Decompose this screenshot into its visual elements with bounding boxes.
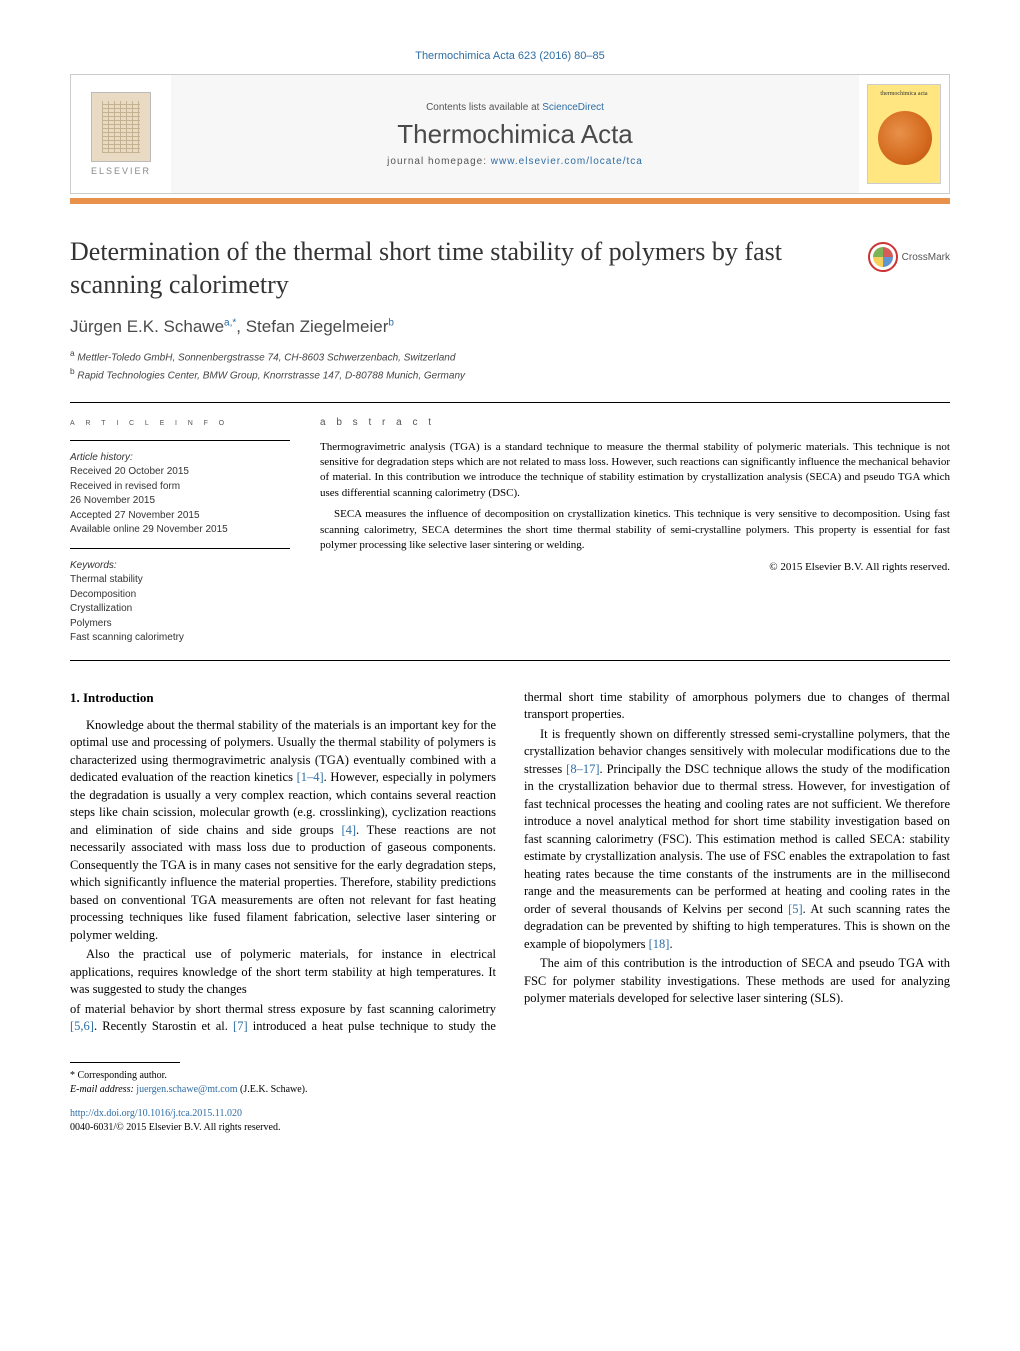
crossmark-badge[interactable]: CrossMark xyxy=(868,242,950,272)
history-revised-2: 26 November 2015 xyxy=(70,494,290,509)
history-online: Available online 29 November 2015 xyxy=(70,523,290,538)
keyword-4: Polymers xyxy=(70,617,290,632)
issn-copyright: 0040-6031/© 2015 Elsevier B.V. All right… xyxy=(70,1121,950,1135)
body-p2: Also the practical use of polymeric mate… xyxy=(70,946,496,999)
keyword-1: Thermal stability xyxy=(70,573,290,588)
info-sep-1 xyxy=(70,440,290,441)
homepage-prefix: journal homepage: xyxy=(387,156,491,167)
ref-18[interactable]: [18] xyxy=(649,937,670,951)
footnote-separator xyxy=(70,1062,180,1063)
keyword-2: Decomposition xyxy=(70,588,290,603)
affiliations: a Mettler-Toledo GmbH, Sonnenbergstrasse… xyxy=(70,347,950,384)
ref-1-4[interactable]: [1–4] xyxy=(297,770,324,784)
author-1: Jürgen E.K. Schawe xyxy=(70,317,224,336)
author-email-link[interactable]: juergen.schawe@mt.com xyxy=(136,1084,237,1095)
email-suffix: (J.E.K. Schawe). xyxy=(238,1084,308,1095)
journal-cover: thermochimica acta xyxy=(859,75,949,193)
journal-reference: Thermochimica Acta 623 (2016) 80–85 xyxy=(70,50,950,62)
authors-line: Jürgen E.K. Schawea,*, Stefan Ziegelmeie… xyxy=(70,317,950,337)
doi-link[interactable]: http://dx.doi.org/10.1016/j.tca.2015.11.… xyxy=(70,1108,242,1119)
bottom-rule xyxy=(70,660,950,661)
body-p4b: . Principally the DSC technique allows t… xyxy=(524,762,950,916)
homepage-link[interactable]: www.elsevier.com/locate/tca xyxy=(491,156,643,167)
homepage-line: journal homepage: www.elsevier.com/locat… xyxy=(171,156,859,167)
cover-thumb-icon: thermochimica acta xyxy=(867,84,941,184)
ref-4[interactable]: [4] xyxy=(341,823,356,837)
corresponding-author: * Corresponding author. xyxy=(70,1069,950,1083)
body-p1: Knowledge about the thermal stability of… xyxy=(70,717,496,945)
author-2: Stefan Ziegelmeier xyxy=(246,317,389,336)
article-info-column: a r t i c l e i n f o Article history: R… xyxy=(70,403,290,646)
author-sep: , xyxy=(236,317,245,336)
affiliation-b: b Rapid Technologies Center, BMW Group, … xyxy=(70,365,950,383)
body-p4d: . xyxy=(669,937,672,951)
crossmark-label: CrossMark xyxy=(902,252,950,263)
info-sep-2 xyxy=(70,548,290,549)
accent-bar xyxy=(70,198,950,204)
affiliation-a: a Mettler-Toledo GmbH, Sonnenbergstrasse… xyxy=(70,347,950,365)
publisher-name: ELSEVIER xyxy=(91,166,151,176)
email-line: E-mail address: juergen.schawe@mt.com (J… xyxy=(70,1083,950,1097)
cover-label: thermochimica acta xyxy=(868,91,940,97)
keyword-5: Fast scanning calorimetry xyxy=(70,631,290,646)
body-p1c: . These reactions are not necessarily as… xyxy=(70,823,496,942)
body-p4: It is frequently shown on differently st… xyxy=(524,726,950,954)
keywords-label: Keywords: xyxy=(70,559,290,574)
sciencedirect-link[interactable]: ScienceDirect xyxy=(542,102,604,113)
ref-8-17[interactable]: [8–17] xyxy=(566,762,599,776)
header-center: Contents lists available at ScienceDirec… xyxy=(171,75,859,193)
crossmark-icon xyxy=(868,242,898,272)
body-p5: The aim of this contribution is the intr… xyxy=(524,955,950,1008)
abstract-column: a b s t r a c t Thermogravimetric analys… xyxy=(320,403,950,646)
ref-5[interactable]: [5] xyxy=(788,902,803,916)
article-history: Article history: Received 20 October 201… xyxy=(70,451,290,538)
journal-header: ELSEVIER Contents lists available at Sci… xyxy=(70,74,950,194)
contents-prefix: Contents lists available at xyxy=(426,102,542,113)
abstract-p1: Thermogravimetric analysis (TGA) is a st… xyxy=(320,440,950,502)
body-p3a: of material behavior by short thermal st… xyxy=(70,1002,496,1016)
body-text: 1. Introduction Knowledge about the ther… xyxy=(70,689,950,1036)
history-revised-1: Received in revised form xyxy=(70,480,290,495)
footnotes: * Corresponding author. E-mail address: … xyxy=(70,1069,950,1097)
article-info-heading: a r t i c l e i n f o xyxy=(70,417,290,428)
contents-lists-line: Contents lists available at ScienceDirec… xyxy=(171,102,859,113)
doi-block: http://dx.doi.org/10.1016/j.tca.2015.11.… xyxy=(70,1107,950,1135)
abstract-copyright: © 2015 Elsevier B.V. All rights reserved… xyxy=(320,561,950,573)
affiliation-a-text: Mettler-Toledo GmbH, Sonnenbergstrasse 7… xyxy=(77,352,455,363)
publisher-logo: ELSEVIER xyxy=(71,75,171,193)
journal-name: Thermochimica Acta xyxy=(171,119,859,150)
affiliation-b-text: Rapid Technologies Center, BMW Group, Kn… xyxy=(77,371,465,382)
author-1-affil: a,* xyxy=(224,317,236,328)
history-label: Article history: xyxy=(70,451,290,466)
keywords-block: Keywords: Thermal stability Decompositio… xyxy=(70,559,290,646)
history-accepted: Accepted 27 November 2015 xyxy=(70,509,290,524)
abstract-heading: a b s t r a c t xyxy=(320,417,950,428)
cover-swirl-icon xyxy=(878,111,932,165)
article-title: Determination of the thermal short time … xyxy=(70,236,848,301)
elsevier-tree-icon xyxy=(91,92,151,162)
corr-label: Corresponding author. xyxy=(78,1070,167,1081)
author-2-affil: b xyxy=(388,317,394,328)
abstract-p2: SECA measures the influence of decomposi… xyxy=(320,507,950,553)
body-p3b: . Recently Starostin et al. xyxy=(94,1019,233,1033)
ref-7[interactable]: [7] xyxy=(233,1019,248,1033)
keyword-3: Crystallization xyxy=(70,602,290,617)
section-1-heading: 1. Introduction xyxy=(70,689,496,707)
email-label: E-mail address: xyxy=(70,1084,136,1095)
abstract-text: Thermogravimetric analysis (TGA) is a st… xyxy=(320,440,950,554)
history-received: Received 20 October 2015 xyxy=(70,465,290,480)
ref-5-6[interactable]: [5,6] xyxy=(70,1019,94,1033)
